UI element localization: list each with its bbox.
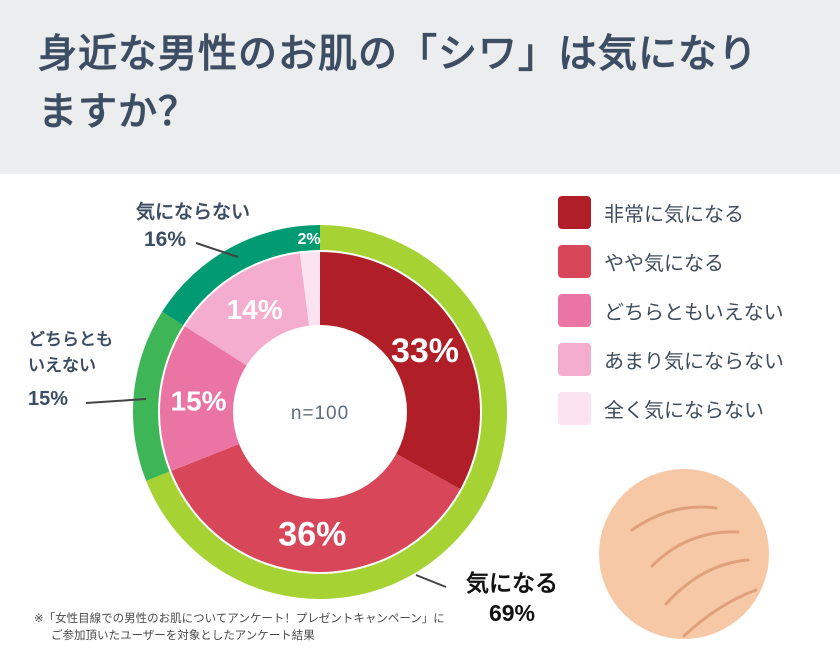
wrinkle-line — [630, 505, 718, 532]
callout-neither-label: どちらとも いえない — [28, 330, 113, 375]
callout-leader-line — [415, 574, 447, 588]
footnote: ※「女性目線での男性のお肌についてアンケート！プレゼントキャンペーン」に ご参加… — [34, 611, 445, 646]
legend-label: やや気になる — [604, 253, 724, 275]
legend: 非常に気になる やや気になる どちらともいえない あまり気にならない 全く気にな… — [558, 196, 784, 441]
callout-not-concerned-value: 16% — [144, 228, 187, 251]
wrinkle-line — [682, 588, 758, 638]
donut-hole — [233, 325, 407, 499]
legend-label: 非常に気になる — [604, 204, 744, 226]
skin-illustration — [599, 469, 769, 639]
wrinkle-line — [664, 558, 750, 606]
header: 身近な男性のお肌の「シワ」は気になりますか？ — [0, 0, 840, 174]
outer-ring-segment — [162, 225, 320, 326]
legend-swatch-not-at-all — [558, 392, 591, 425]
callout-neither: どちらとも いえない 15% — [28, 327, 154, 414]
footnote-line1: ※「女性目線での男性のお肌についてアンケート！プレゼントキャンペーン」に — [34, 613, 445, 625]
legend-item: どちらともいえない — [558, 294, 784, 327]
donut-chart: n=100 33% 36% 15% 14% 2% — [85, 225, 508, 599]
slice-percentage-label: 36% — [278, 516, 346, 554]
callout-neither-value: 15% — [28, 388, 69, 410]
center-label: n=100 — [291, 403, 349, 424]
legend-label: あまり気にならない — [604, 351, 784, 373]
legend-label: どちらともいえない — [604, 302, 784, 324]
legend-item: 非常に気になる — [558, 196, 784, 229]
callout-concerned-value: 69% — [488, 600, 536, 627]
callout-concerned-label: 気になる — [466, 570, 558, 596]
skin-circle — [599, 469, 769, 639]
legend-swatch-somewhat-concerned — [558, 245, 591, 278]
callout-leader-line — [85, 398, 147, 404]
callout-not-concerned: 気にならない 16% — [118, 197, 268, 252]
wrinkle-line — [650, 530, 740, 568]
outer-ring-segment — [132, 311, 184, 481]
slice-percentage-label: 2% — [298, 231, 321, 248]
callout-leader-line — [195, 242, 239, 258]
slice-percentage-label: 14% — [227, 294, 283, 325]
legend-item: あまり気にならない — [558, 343, 784, 376]
legend-swatch-neither — [558, 294, 591, 327]
slice-percentage-label: 15% — [171, 385, 227, 416]
legend-item: やや気になる — [558, 245, 784, 278]
callout-not-concerned-label: 気にならない — [135, 202, 250, 223]
callout-concerned: 気になる 69% — [446, 568, 578, 629]
legend-swatch-not-very-concerned — [558, 343, 591, 376]
legend-label: 全く気にならない — [604, 400, 764, 422]
footnote-line2: ご参加頂いたユーザーを対象としたアンケート結果 — [51, 630, 315, 643]
slice-percentage-label: 33% — [391, 332, 459, 370]
legend-item: 全く気にならない — [558, 392, 784, 425]
page-title: 身近な男性のお肌の「シワ」は気になりますか？ — [38, 33, 759, 134]
legend-swatch-very-concerned — [558, 196, 591, 229]
